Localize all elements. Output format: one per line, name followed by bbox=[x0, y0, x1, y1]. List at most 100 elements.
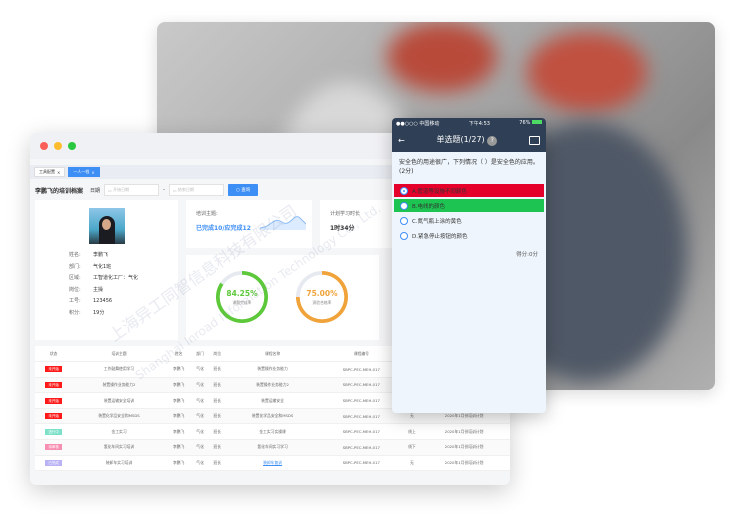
table-cell: 李鹏飞 bbox=[165, 423, 192, 441]
table-cell: 李鹏飞 bbox=[165, 408, 192, 425]
back-arrow-icon[interactable]: ← bbox=[398, 135, 405, 145]
column-header: 部门 bbox=[191, 346, 209, 363]
table-row[interactable]: 进行中 金工实习 李鹏飞 气化 班长 金工实习实操课 SBPC-PEC-MEH-017 线上 2… bbox=[35, 423, 510, 441]
completion-ring: 84.25% 课题完成率 bbox=[216, 271, 268, 323]
table-cell: 装置操作业务能力2 bbox=[72, 377, 166, 394]
profile-points: 积分: 19分 bbox=[69, 309, 105, 316]
ring-value: 84.25% bbox=[226, 288, 258, 298]
table-cell: 金工实习 bbox=[72, 423, 166, 441]
table-cell: 装置运输安全培训 bbox=[72, 392, 166, 409]
option-label: B.电线的颜色 bbox=[412, 203, 446, 210]
hours-label: 计划学习时长 bbox=[330, 211, 361, 217]
maximize-dot[interactable] bbox=[68, 142, 76, 150]
table-cell: 班长 bbox=[208, 439, 226, 456]
table-cell: 线下 bbox=[403, 439, 421, 456]
placeholder: 结束日期 bbox=[177, 187, 194, 192]
table-cell: 装置化学品安全和MSDS bbox=[225, 408, 320, 425]
answer-option[interactable]: A.管道等设施不同颜色 bbox=[394, 184, 544, 197]
status-badge: 待审核 bbox=[45, 444, 62, 451]
table-cell: SBPC-PEC-MEH-017 bbox=[319, 423, 404, 441]
table-cell: 李鹏飞 bbox=[165, 455, 192, 472]
table-cell: 班长 bbox=[208, 408, 226, 425]
column-header: 状态 bbox=[35, 346, 73, 363]
pass-ring: 75.00% 测验合格率 bbox=[296, 271, 348, 323]
table-cell: SBPC-PEC-MEH-017 bbox=[319, 361, 404, 378]
table-cell: 气化 bbox=[191, 455, 209, 472]
score: 得分:0分 bbox=[516, 252, 538, 258]
status-badge: 已完成 bbox=[45, 459, 62, 466]
close-dot[interactable] bbox=[40, 142, 48, 150]
search-icon: ○ bbox=[235, 188, 242, 193]
end-date-input[interactable]: ▭ 结束日期 bbox=[168, 184, 224, 196]
start-date-input[interactable]: ▭ 开始日期 bbox=[104, 184, 160, 196]
status-badge: 进行中 bbox=[45, 428, 62, 435]
answer-sheet-icon[interactable] bbox=[529, 135, 540, 145]
table-cell: 无 bbox=[403, 455, 421, 472]
table-cell: 氢化车间实习学习 bbox=[225, 439, 320, 456]
table-cell: 李鹏飞 bbox=[165, 439, 192, 456]
help-icon[interactable]: ? bbox=[487, 136, 498, 146]
table-row[interactable]: 已完成 装卸车实习培训 李鹏飞 气化 班长 装卸车复训 SBPC-PEC-MEH-017 无 2… bbox=[35, 455, 510, 472]
radio-icon bbox=[400, 201, 408, 210]
answer-option[interactable]: B.电线的颜色 bbox=[394, 199, 544, 212]
close-icon[interactable]: × bbox=[91, 169, 95, 175]
column-header: 姓名 bbox=[165, 346, 192, 363]
close-icon[interactable]: × bbox=[57, 169, 61, 175]
sparkline bbox=[260, 216, 306, 230]
profile-area: 区域: 工智道化工厂：气化 bbox=[69, 275, 139, 281]
table-cell: 班长 bbox=[208, 392, 226, 409]
table-cell: 2020年1月份培训计划 bbox=[420, 455, 508, 472]
calendar-icon: ▭ bbox=[172, 187, 178, 193]
tab-tool-config[interactable]: 工具配置 × bbox=[34, 167, 66, 177]
table-cell: 班长 bbox=[208, 377, 226, 394]
option-label: C.氮气瓶上涂的黄色 bbox=[412, 218, 462, 225]
question-text: 安全色的用途很广，下列情况（ ）是安全色的应用。(2分) bbox=[399, 159, 539, 175]
status-badge: 未开始 bbox=[45, 366, 62, 373]
table-cell: 李鹏飞 bbox=[165, 377, 192, 394]
battery: 76% bbox=[519, 120, 542, 126]
table-cell: 装置操作业务能力 bbox=[225, 361, 320, 378]
table-cell: 装置化学品安全和MSDS bbox=[72, 408, 166, 425]
table-cell: SBPC-PEC-MEH-017 bbox=[319, 408, 404, 425]
table-cell: SBPC-PEC-MEH-017 bbox=[319, 455, 404, 472]
table-cell: 普通 bbox=[507, 408, 510, 425]
tab-profile[interactable]: 一人一档 × bbox=[68, 167, 100, 177]
ring-label: 测验合格率 bbox=[312, 299, 332, 305]
topic-card: 培训主题: 已完成10/应完成12 bbox=[186, 200, 312, 248]
radio-icon bbox=[400, 186, 408, 195]
radio-icon bbox=[400, 231, 408, 240]
status-badge: 未开始 bbox=[45, 381, 62, 388]
table-cell[interactable]: 装卸车复训 bbox=[225, 455, 320, 472]
table-cell: 金工实习实操课 bbox=[225, 423, 320, 441]
option-label: D.紧急停止按钮的颜色 bbox=[412, 233, 468, 240]
table-cell: SBPC-PEC-MEH-017 bbox=[319, 377, 404, 394]
table-cell: 职能 bbox=[507, 439, 510, 456]
carrier: ●●○○○ 中国移动 bbox=[396, 120, 440, 127]
topic-label: 培训主题: bbox=[196, 211, 218, 217]
column-header: 岗位 bbox=[208, 346, 226, 363]
table-cell: 李鹏飞 bbox=[165, 392, 192, 409]
tab-label: 工具配置 bbox=[39, 169, 55, 174]
table-cell: 线上 bbox=[403, 423, 421, 441]
avatar bbox=[88, 208, 125, 244]
tab-label: 一人一档 bbox=[73, 169, 90, 174]
separator: - bbox=[163, 187, 165, 193]
profile-name: 姓名: 李鹏飞 bbox=[69, 252, 109, 258]
table-cell: 班长 bbox=[208, 423, 226, 441]
ring-label: 课题完成率 bbox=[232, 299, 252, 305]
query-button[interactable]: ○ 查询 bbox=[227, 184, 259, 196]
answer-option[interactable]: D.紧急停止按钮的颜色 bbox=[394, 229, 544, 242]
table-row[interactable]: 待审核 氢化车间实习培训 李鹏飞 气化 班长 氢化车间实习学习 SBPC-PEC-MEH-0… bbox=[35, 439, 510, 456]
column-header: 课程名称 bbox=[225, 346, 320, 363]
topic-value: 已完成10/应完成12 bbox=[196, 225, 251, 232]
minimize-dot[interactable] bbox=[54, 142, 62, 150]
table-cell: 气化 bbox=[191, 408, 209, 425]
table-cell: 班长 bbox=[208, 455, 226, 472]
table-cell: 2020年1月份培训计划 bbox=[420, 439, 508, 456]
page-title: 李鹏飞的培训档案 bbox=[35, 187, 84, 195]
table-cell: 班长 bbox=[208, 361, 226, 378]
table-cell: 工作鼓舞使用学习 bbox=[72, 361, 166, 378]
rings-card: 84.25% 课题完成率 75.00% 测验合格率 bbox=[186, 255, 379, 340]
answer-option[interactable]: C.氮气瓶上涂的黄色 bbox=[394, 214, 544, 227]
phone-quiz: ●●○○○ 中国移动 下午4:53 76% ← 单选题(1/27) ? 安全色的… bbox=[392, 118, 546, 413]
